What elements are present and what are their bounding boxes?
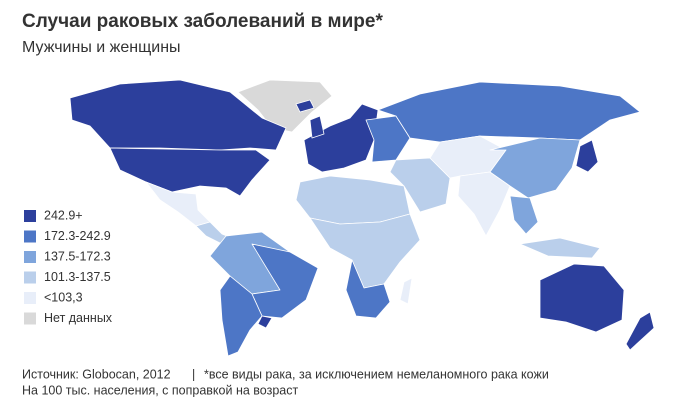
legend-label: 172.3-242.9 [44, 229, 111, 243]
usa [109, 147, 271, 197]
indonesia [519, 237, 601, 259]
argentina [219, 275, 263, 357]
canada [69, 79, 287, 151]
units: На 100 тыс. населения, с поправкой на во… [22, 383, 298, 397]
legend-swatch [24, 210, 36, 222]
central-africa [309, 213, 421, 289]
south-africa [345, 259, 391, 319]
subtitle: Мужчины и женщины [22, 39, 181, 56]
korea-japan [575, 139, 599, 173]
uk [309, 115, 325, 139]
china [489, 137, 581, 199]
legend-swatch [24, 292, 36, 304]
southeast-asia [509, 195, 539, 235]
legend-swatch [24, 230, 36, 243]
uruguay [257, 315, 273, 329]
russia [377, 81, 641, 143]
legend: 242.9+ 172.3-242.9 137.5-172.3 101.3-137.5 <… [24, 208, 113, 325]
legend-swatch [24, 271, 36, 284]
separator: | [192, 367, 195, 381]
legend-swatch [24, 312, 36, 325]
madagascar [399, 277, 413, 305]
world-map [69, 79, 655, 357]
iceland [295, 99, 315, 113]
legend-label: 101.3-137.5 [44, 270, 111, 284]
legend-label: 137.5-172.3 [44, 249, 111, 263]
north-africa [295, 175, 411, 225]
legend-swatch [24, 251, 36, 263]
legend-label: Нет данных [44, 311, 113, 325]
western-europe [303, 103, 379, 173]
source: Источник: Globocan, 2012 [22, 367, 171, 381]
greenland [237, 79, 333, 133]
brazil [251, 243, 319, 319]
legend-label: <103,3 [44, 290, 83, 304]
australia [539, 263, 625, 333]
new-zealand [625, 311, 655, 351]
note: *все виды рака, за исключением немеланом… [204, 367, 549, 381]
legend-label: 242.9+ [44, 208, 83, 222]
india [457, 171, 511, 237]
title: Случаи раковых заболеваний в мире* [22, 11, 383, 32]
